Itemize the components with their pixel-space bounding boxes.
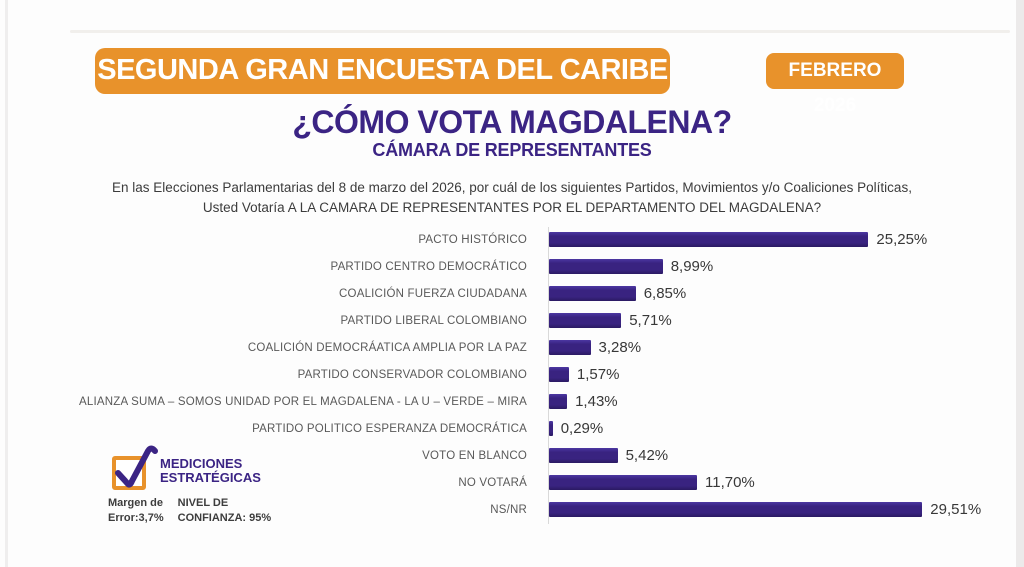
- value-label: 25,25%: [876, 231, 928, 248]
- category-label: PARTIDO LIBERAL COLOMBIANO: [340, 314, 527, 327]
- bar-area: 0,29%: [538, 415, 1024, 442]
- category-label: VOTO EN BLANCO: [422, 449, 527, 462]
- left-edge-divider: [5, 0, 8, 567]
- margin-of-error-line2: Error:3,7%: [108, 512, 164, 524]
- top-shadow-line: [70, 30, 1010, 33]
- category-label: COALICIÓN FUERZA CIUDADANA: [339, 287, 527, 300]
- bar: [549, 448, 618, 463]
- value-label: 29,51%: [930, 501, 982, 518]
- value-label: 5,71%: [629, 312, 672, 329]
- bar-area: 11,70%: [538, 469, 1024, 496]
- page-title: ¿CÓMO VOTA MAGDALENA?: [292, 104, 732, 140]
- value-label: 8,99%: [670, 258, 714, 275]
- value-label: 1,43%: [575, 393, 618, 410]
- banner-title: SEGUNDA GRAN ENCUESTA DEL CARIBE: [95, 48, 670, 94]
- survey-question-line2: Usted Votaría A LA CAMARA DE REPRESENTAN…: [202, 200, 822, 215]
- value-label: 5,42%: [625, 447, 669, 464]
- value-label: 0,29%: [560, 420, 604, 437]
- bar-chart: PACTO HISTÓRICO 25,25% PARTIDO CENTRO DEMO…: [0, 226, 1024, 523]
- chart-row: NS/NR 29,51%: [0, 496, 1024, 523]
- bar-area: 5,71%: [538, 307, 1024, 334]
- pollster-name: MEDICIONES ESTRATÉGICAS: [160, 457, 261, 485]
- category-label: COALICIÓN DEMOCRÁATICA AMPLIA POR LA PAZ: [247, 341, 527, 354]
- bar: [549, 502, 923, 517]
- value-label: 11,70%: [705, 474, 755, 491]
- confidence-level-line2: CONFIANZA: 95%: [177, 512, 272, 524]
- survey-question: En las Elecciones Parlamentarias del 8 d…: [0, 178, 1024, 218]
- margin-of-error: Margen de Error:3,7%: [108, 496, 164, 526]
- category-label: PACTO HISTÓRICO: [418, 233, 527, 246]
- bar-area: 5,42%: [538, 442, 1024, 469]
- bar-area: 1,43%: [538, 388, 1024, 415]
- bar: [549, 259, 663, 274]
- bar: [549, 340, 591, 355]
- right-edge-divider: [1016, 0, 1024, 567]
- pollster-name-line1: MEDICIONES: [160, 456, 243, 471]
- bar: [549, 367, 569, 382]
- bar-area: 3,28%: [538, 334, 1024, 361]
- bar-area: 1,57%: [538, 361, 1024, 388]
- margin-of-error-line1: Margen de: [108, 497, 164, 509]
- bar-area: 8,99%: [538, 253, 1024, 280]
- category-label: PARTIDO CONSERVADOR COLOMBIANO: [297, 368, 527, 381]
- bar: [549, 421, 553, 436]
- category-label: ALIANZA SUMA – SOMOS UNIDAD POR EL MAGDA…: [79, 395, 527, 408]
- chart-row: PACTO HISTÓRICO 25,25%: [0, 226, 1024, 253]
- confidence-level-line1: NIVEL DE: [177, 497, 229, 509]
- methodology-stats: Margen de Error:3,7% NIVEL DE CONFIANZA:…: [108, 496, 271, 526]
- chart-row: VOTO EN BLANCO 5,42%: [0, 442, 1024, 469]
- category-label: NS/NR: [490, 503, 527, 516]
- bar: [549, 232, 869, 247]
- chart-row: COALICIÓN FUERZA CIUDADANA 6,85%: [0, 280, 1024, 307]
- value-label: 6,85%: [643, 285, 687, 302]
- bar: [549, 475, 697, 490]
- chart-row: ALIANZA SUMA – SOMOS UNIDAD POR EL MAGDA…: [0, 388, 1024, 415]
- pollster-name-line2: ESTRATÉGICAS: [160, 470, 261, 485]
- chart-row: COALICIÓN DEMOCRÁATICA AMPLIA POR LA PAZ…: [0, 334, 1024, 361]
- date-badge: FEBRERO 2026: [766, 53, 904, 116]
- bar-area: 25,25%: [538, 226, 1024, 253]
- chart-row: NO VOTARÁ 11,70%: [0, 469, 1024, 496]
- chart-row: PARTIDO LIBERAL COLOMBIANO 5,71%: [0, 307, 1024, 334]
- checkmark-icon: [115, 445, 158, 488]
- chart-axis-line: [548, 227, 549, 524]
- chart-row: PARTIDO CENTRO DEMOCRÁTICO 8,99%: [0, 253, 1024, 280]
- chart-row: PARTIDO CONSERVADOR COLOMBIANO 1,57%: [0, 361, 1024, 388]
- bar: [549, 394, 568, 409]
- category-label: PARTIDO CENTRO DEMOCRÁTICO: [330, 260, 527, 273]
- bar-area: 6,85%: [538, 280, 1024, 307]
- page-subtitle: CÁMARA DE REPRESENTANTES: [372, 140, 652, 160]
- confidence-level: NIVEL DE CONFIANZA: 95%: [178, 496, 272, 526]
- survey-question-line1: En las Elecciones Parlamentarias del 8 d…: [112, 180, 912, 195]
- bar-area: 29,51%: [538, 496, 1024, 523]
- value-label: 3,28%: [598, 339, 642, 356]
- bar: [549, 286, 636, 301]
- value-label: 1,57%: [576, 366, 620, 383]
- bar: [549, 313, 622, 328]
- chart-row: PARTIDO POLITICO ESPERANZA DEMOCRÁTICA 0,…: [0, 415, 1024, 442]
- pollster-logo: MEDICIONES ESTRATÉGICAS: [110, 445, 310, 492]
- category-label: PARTIDO POLITICO ESPERANZA DEMOCRÁTICA: [252, 422, 527, 435]
- category-label: NO VOTARÁ: [458, 476, 527, 489]
